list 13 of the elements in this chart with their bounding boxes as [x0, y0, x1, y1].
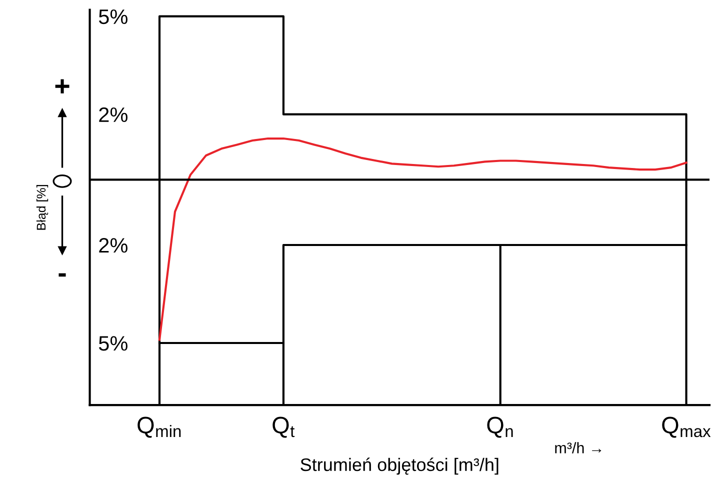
x-tick-label: Q$_{min}$ [138, 416, 181, 438]
y-tick-label: 2% [99, 107, 128, 122]
text: + [55, 79, 70, 94]
x-axis-title: Strumień objętości [m³/h] [300, 458, 498, 475]
x-tick-label: Q$_{n}$ [487, 416, 513, 438]
x-tick-label: Q$_{max}$ [662, 416, 711, 438]
y-tick-label: 2% [99, 238, 128, 253]
y-axis-title: Błąd [%] [36, 185, 48, 230]
text: - [58, 273, 66, 277]
y-tick-label: 5% [98, 336, 128, 351]
y-tick-label: 5% [98, 9, 128, 24]
text: m³/h → [555, 442, 602, 454]
x-tick-label: Q$_{t}$ [272, 416, 295, 438]
